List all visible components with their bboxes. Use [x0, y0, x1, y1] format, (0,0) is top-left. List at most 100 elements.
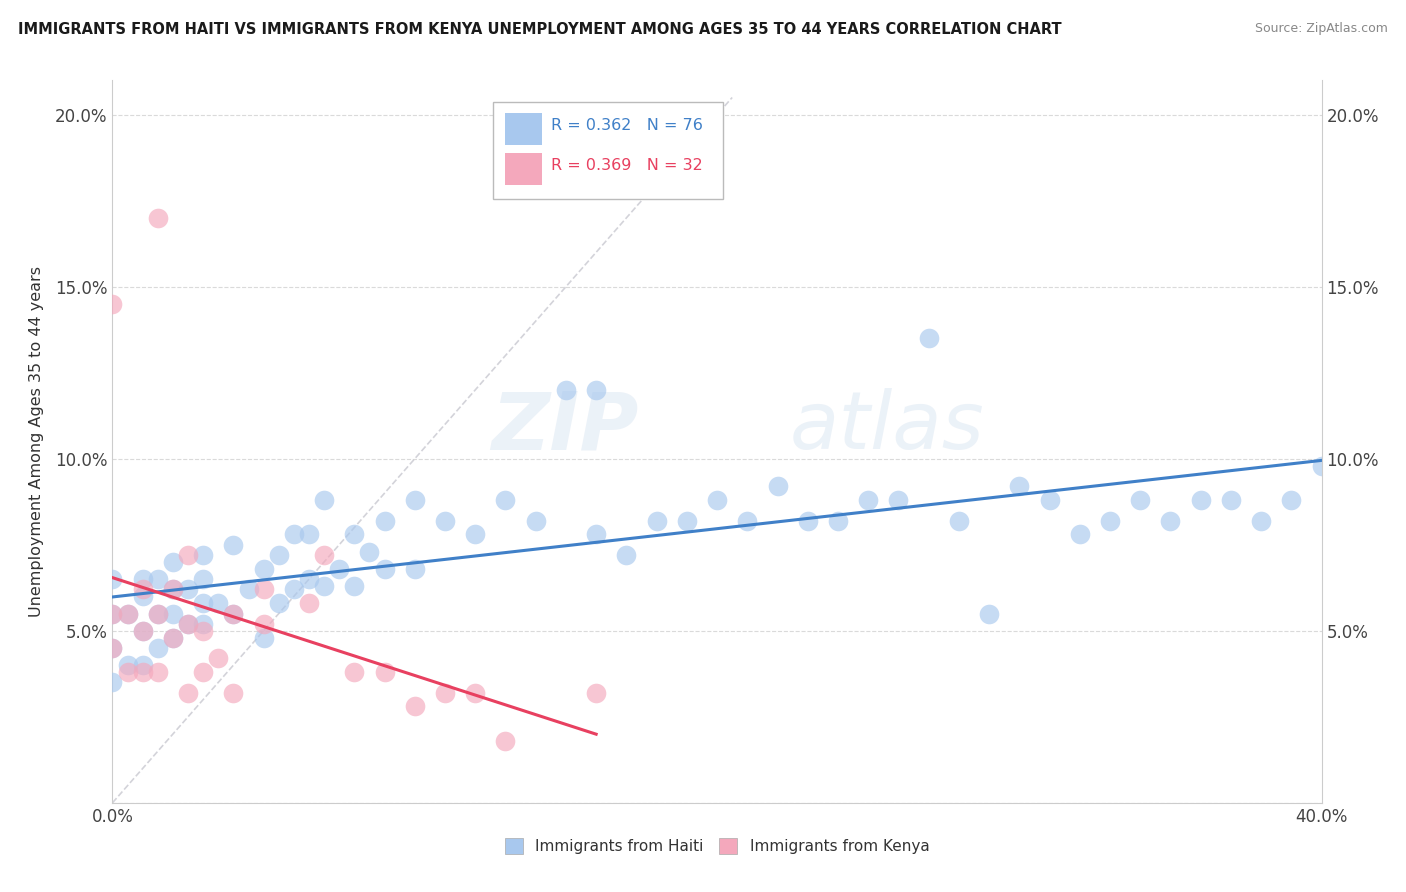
Point — [253, 582, 276, 597]
Legend: Immigrants from Haiti, Immigrants from Kenya: Immigrants from Haiti, Immigrants from K… — [499, 832, 935, 860]
Point — [146, 572, 169, 586]
Point — [132, 658, 155, 673]
Point — [314, 579, 336, 593]
Point — [343, 579, 366, 593]
Point — [404, 562, 426, 576]
Point — [117, 665, 139, 679]
Point — [191, 548, 214, 562]
Point — [162, 555, 184, 569]
Point — [585, 527, 607, 541]
Point — [796, 514, 818, 528]
Point — [146, 665, 169, 679]
Point — [314, 493, 336, 508]
Point — [1189, 493, 1212, 508]
Point — [162, 582, 184, 597]
Point — [404, 493, 426, 508]
Point — [177, 582, 200, 597]
Point — [1069, 527, 1091, 541]
FancyBboxPatch shape — [494, 102, 723, 200]
Point — [495, 734, 517, 748]
Point — [146, 607, 169, 621]
Point — [1008, 479, 1031, 493]
Point — [191, 624, 214, 638]
Point — [585, 383, 607, 397]
Point — [132, 582, 155, 597]
Point — [253, 631, 276, 645]
Point — [1159, 514, 1181, 528]
FancyBboxPatch shape — [506, 112, 541, 145]
Point — [374, 665, 396, 679]
Point — [101, 640, 124, 655]
Point — [827, 514, 849, 528]
Point — [162, 582, 184, 597]
Point — [766, 479, 789, 493]
Point — [207, 596, 229, 610]
Point — [856, 493, 880, 508]
Point — [177, 616, 200, 631]
Text: IMMIGRANTS FROM HAITI VS IMMIGRANTS FROM KENYA UNEMPLOYMENT AMONG AGES 35 TO 44 : IMMIGRANTS FROM HAITI VS IMMIGRANTS FROM… — [18, 22, 1062, 37]
Point — [207, 651, 229, 665]
Point — [101, 607, 124, 621]
Point — [222, 607, 245, 621]
Point — [1279, 493, 1302, 508]
Point — [948, 514, 970, 528]
Point — [328, 562, 350, 576]
Point — [191, 572, 214, 586]
Point — [162, 631, 184, 645]
Point — [101, 675, 124, 690]
Point — [222, 607, 245, 621]
Point — [267, 596, 290, 610]
Point — [1250, 514, 1272, 528]
Point — [162, 631, 184, 645]
Point — [464, 527, 486, 541]
Point — [238, 582, 260, 597]
Point — [222, 686, 245, 700]
Point — [132, 624, 155, 638]
Point — [101, 297, 124, 311]
Point — [616, 548, 638, 562]
Point — [222, 538, 245, 552]
Point — [374, 562, 396, 576]
Point — [191, 616, 214, 631]
Point — [298, 596, 321, 610]
Point — [887, 493, 910, 508]
Point — [1038, 493, 1062, 508]
Point — [191, 596, 214, 610]
Text: R = 0.369   N = 32: R = 0.369 N = 32 — [551, 158, 703, 173]
Text: R = 0.362   N = 76: R = 0.362 N = 76 — [551, 118, 703, 133]
Point — [146, 607, 169, 621]
Point — [132, 665, 155, 679]
Text: ZIP: ZIP — [491, 388, 638, 467]
Point — [177, 686, 200, 700]
Point — [132, 572, 155, 586]
Point — [177, 548, 200, 562]
Point — [101, 640, 124, 655]
Point — [374, 514, 396, 528]
Point — [101, 607, 124, 621]
Point — [737, 514, 759, 528]
Point — [253, 616, 276, 631]
Point — [495, 493, 517, 508]
Point — [117, 658, 139, 673]
Point — [554, 383, 576, 397]
Text: atlas: atlas — [790, 388, 984, 467]
Point — [117, 607, 139, 621]
Point — [146, 640, 169, 655]
Point — [977, 607, 1000, 621]
Point — [706, 493, 728, 508]
Point — [404, 699, 426, 714]
Point — [433, 686, 456, 700]
FancyBboxPatch shape — [506, 153, 541, 185]
Point — [433, 514, 456, 528]
Point — [675, 514, 697, 528]
Point — [101, 572, 124, 586]
Point — [464, 686, 486, 700]
Point — [177, 616, 200, 631]
Point — [146, 211, 169, 225]
Point — [314, 548, 336, 562]
Point — [585, 686, 607, 700]
Point — [918, 331, 941, 345]
Point — [298, 527, 321, 541]
Point — [267, 548, 290, 562]
Point — [343, 665, 366, 679]
